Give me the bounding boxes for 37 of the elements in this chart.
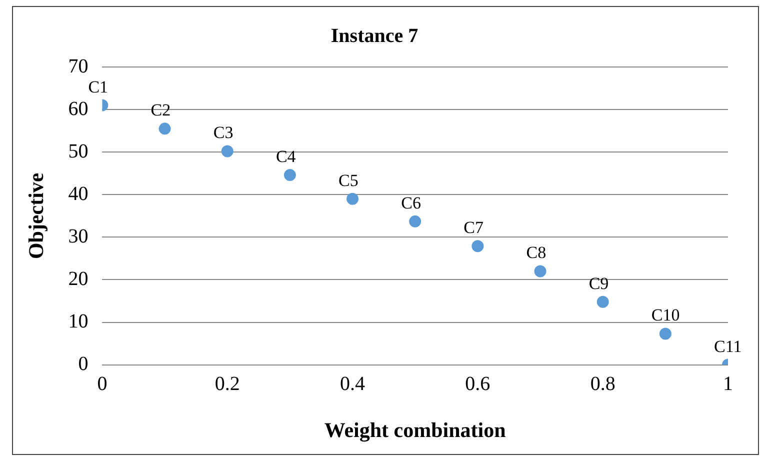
x-tick-label: 0.4 bbox=[340, 373, 366, 396]
point bbox=[346, 192, 359, 205]
point bbox=[158, 122, 171, 135]
chart-title: Instance 7 bbox=[330, 25, 418, 48]
x-tick-label: 0.2 bbox=[214, 373, 240, 396]
y-tick-label: 0 bbox=[78, 353, 88, 376]
point bbox=[284, 169, 296, 182]
point bbox=[409, 215, 422, 228]
annotation: C3 bbox=[213, 123, 234, 142]
annotation: C2 bbox=[150, 100, 171, 120]
annotation: C1 bbox=[88, 77, 108, 96]
y-tick-label: 20 bbox=[68, 268, 88, 290]
x-tick-label: 1 bbox=[723, 373, 733, 396]
annotation: C8 bbox=[526, 243, 546, 262]
y-tick-label: 30 bbox=[68, 225, 88, 248]
point bbox=[534, 265, 546, 278]
annotation: C4 bbox=[276, 147, 296, 166]
annotation: C10 bbox=[651, 306, 680, 325]
x-axis-title: Weight combination bbox=[324, 418, 506, 442]
annotation: C7 bbox=[464, 218, 484, 238]
annotation: C5 bbox=[338, 170, 358, 190]
y-tick-label: 60 bbox=[68, 98, 88, 120]
y-tick-label: 50 bbox=[68, 140, 88, 162]
annotation: C9 bbox=[588, 274, 609, 293]
y-axis-title: Objective bbox=[24, 172, 48, 260]
x-tick-label: 0.6 bbox=[465, 373, 490, 396]
point bbox=[472, 240, 484, 252]
point bbox=[659, 328, 672, 340]
y-tick-label: 10 bbox=[68, 310, 88, 333]
x-tick-label: 0 bbox=[97, 373, 108, 396]
y-tick-label: 40 bbox=[68, 182, 88, 205]
point bbox=[596, 296, 609, 308]
annotation: C6 bbox=[401, 193, 421, 212]
point bbox=[221, 145, 234, 158]
x-tick-label: 0.8 bbox=[590, 373, 616, 396]
y-tick-label: 70 bbox=[68, 55, 88, 78]
annotation: C11 bbox=[714, 336, 742, 356]
